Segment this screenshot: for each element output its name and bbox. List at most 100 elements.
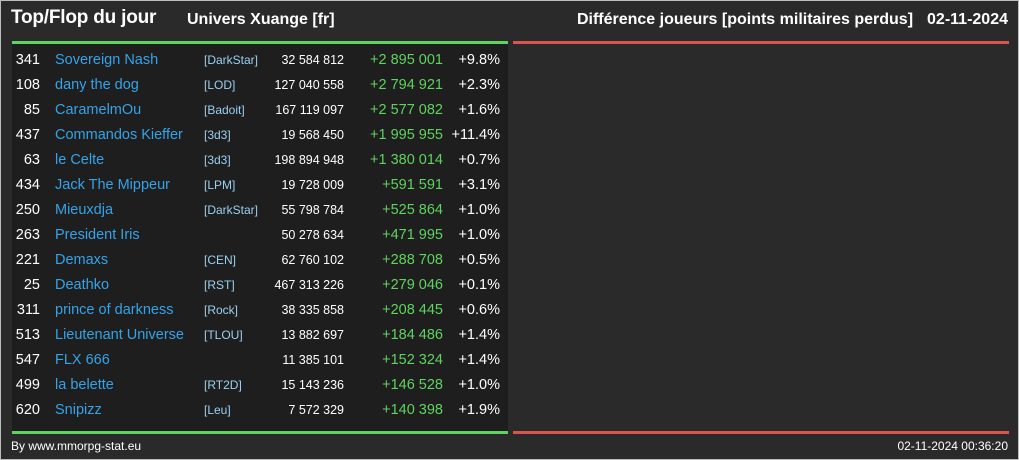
percent-change: +1.0% <box>458 377 500 393</box>
flop-table-empty <box>513 44 1009 431</box>
player-rank: 263 <box>15 227 40 243</box>
table-row: 620 Snipizz [Leu] 7 572 329 +140 398 +1.9% <box>12 398 508 423</box>
header-date: 02-11-2024 <box>927 11 1008 28</box>
player-rank: 513 <box>15 327 40 343</box>
player-name-link[interactable]: la belette <box>55 377 114 393</box>
player-rank: 63 <box>23 152 40 168</box>
metric-header: Différence joueurs [points militaires pe… <box>577 11 1008 29</box>
player-total-points: 127 040 558 <box>274 78 344 92</box>
player-rank: 341 <box>15 52 40 68</box>
top-divider-green <box>12 41 508 44</box>
alliance-tag-link[interactable]: [TLOU] <box>204 328 243 342</box>
player-name-link[interactable]: Deathko <box>55 277 110 293</box>
percent-change: +1.6% <box>458 102 500 118</box>
table-row: 499 la belette [RT2D] 15 143 236 +146 528 +1.… <box>12 373 508 398</box>
player-name-link[interactable]: le Celte <box>55 152 105 168</box>
player-total-points: 167 119 097 <box>275 103 344 117</box>
table-row: 311 prince of darkness [Rock] 38 335 858 +20… <box>12 298 508 323</box>
percent-change: +0.5% <box>458 252 500 268</box>
player-rank: 434 <box>15 177 40 193</box>
generated-timestamp: 02-11-2024 00:36:20 <box>897 439 1008 453</box>
player-total-points: 38 335 858 <box>281 303 344 317</box>
player-name-link[interactable]: President Iris <box>55 227 140 243</box>
player-total-points: 198 894 948 <box>274 153 344 167</box>
player-rank: 108 <box>15 77 40 93</box>
player-name-link[interactable]: Jack The Mippeur <box>55 177 170 193</box>
percent-change: +1.0% <box>458 227 500 243</box>
player-total-points: 11 385 101 <box>282 353 344 367</box>
player-name-link[interactable]: Snipizz <box>55 402 102 418</box>
points-difference: +2 577 082 <box>370 102 443 118</box>
table-row: 221 Demaxs [CEN] 62 760 102 +288 708 +0.5% <box>12 248 508 273</box>
percent-change: +9.8% <box>458 52 500 68</box>
points-difference: +525 864 <box>382 202 443 218</box>
top-gainers-table: 341 Sovereign Nash [DarkStar] 32 584 812 +2 … <box>12 44 508 431</box>
percent-change: +1.4% <box>458 352 500 368</box>
bottom-divider-red <box>513 431 1009 434</box>
player-name-link[interactable]: CaramelmOu <box>55 102 142 118</box>
player-name-link[interactable]: FLX 666 <box>55 352 110 368</box>
player-name-link[interactable]: Sovereign Nash <box>55 52 159 68</box>
player-rank: 85 <box>23 102 40 118</box>
player-total-points: 32 584 812 <box>281 53 344 67</box>
player-total-points: 50 278 634 <box>281 228 344 242</box>
player-name-link[interactable]: Mieuxdja <box>55 202 114 218</box>
player-rank: 311 <box>16 302 40 318</box>
table-row: 25 Deathko [RST] 467 313 226 +279 046 +0.1% <box>12 273 508 298</box>
alliance-tag-link[interactable]: [3d3] <box>204 128 231 142</box>
top-divider-red <box>513 41 1009 44</box>
percent-change: +1.0% <box>458 202 500 218</box>
alliance-tag-link[interactable]: [CEN] <box>204 253 237 267</box>
points-difference: +2 794 921 <box>370 77 443 93</box>
points-difference: +146 528 <box>382 377 443 393</box>
points-difference: +288 708 <box>382 252 443 268</box>
server-label: Univers Xuange [fr] <box>187 11 335 28</box>
alliance-tag-link[interactable]: [3d3] <box>204 153 231 167</box>
table-row: 63 le Celte [3d3] 198 894 948 +1 380 014 +0.7… <box>12 148 508 173</box>
alliance-tag-link[interactable]: [Badoit] <box>204 103 245 117</box>
table-row: 85 CaramelmOu [Badoit] 167 119 097 +2 577 08… <box>12 98 508 123</box>
points-difference: +1 995 955 <box>370 127 443 143</box>
percent-change: +0.7% <box>458 152 500 168</box>
table-row: 250 Mieuxdja [DarkStar] 55 798 784 +525 864 +… <box>12 198 508 223</box>
points-difference: +591 591 <box>382 177 443 193</box>
alliance-tag-link[interactable]: [LPM] <box>204 178 236 192</box>
alliance-tag-link[interactable]: [DarkStar] <box>204 203 259 217</box>
player-total-points: 19 728 009 <box>281 178 344 192</box>
player-name-link[interactable]: prince of darkness <box>55 302 174 318</box>
points-difference: +1 380 014 <box>370 152 443 168</box>
points-difference: +152 324 <box>382 352 443 368</box>
percent-change: +3.1% <box>458 177 500 193</box>
alliance-tag-link[interactable]: [DarkStar] <box>204 53 259 67</box>
points-difference: +208 445 <box>382 302 443 318</box>
alliance-tag-link[interactable]: [RST] <box>204 278 235 292</box>
percent-change: +0.1% <box>458 277 500 293</box>
alliance-tag-link[interactable]: [Leu] <box>204 403 231 417</box>
player-total-points: 15 143 236 <box>281 378 344 392</box>
alliance-tag-link[interactable]: [LOD] <box>204 78 236 92</box>
player-name-link[interactable]: Commandos Kieffer <box>55 127 183 143</box>
player-name-link[interactable]: dany the dog <box>55 77 139 93</box>
player-rank: 499 <box>15 377 40 393</box>
player-rank: 221 <box>15 252 40 268</box>
points-difference: +2 895 001 <box>370 52 443 68</box>
player-name-link[interactable]: Demaxs <box>55 252 109 268</box>
player-rank: 250 <box>15 202 40 218</box>
alliance-tag-link[interactable]: [RT2D] <box>204 378 242 392</box>
page-title: Top/Flop du jour <box>11 7 157 28</box>
player-total-points: 55 798 784 <box>281 203 344 217</box>
table-row: 513 Lieutenant Universe [TLOU] 13 882 697 +1… <box>12 323 508 348</box>
percent-change: +11.4% <box>451 127 500 143</box>
player-rank: 547 <box>15 352 40 368</box>
credit-link[interactable]: By www.mmorpg-stat.eu <box>11 439 142 453</box>
table-row: 341 Sovereign Nash [DarkStar] 32 584 812 +2 … <box>12 48 508 73</box>
alliance-tag-link[interactable]: [Rock] <box>204 303 239 317</box>
player-rank: 620 <box>15 402 40 418</box>
percent-change: +0.6% <box>458 302 500 318</box>
bottom-divider-green <box>12 431 508 434</box>
percent-change: +2.3% <box>458 77 500 93</box>
player-total-points: 467 313 226 <box>274 278 344 292</box>
player-name-link[interactable]: Lieutenant Universe <box>55 327 184 343</box>
percent-change: +1.4% <box>458 327 500 343</box>
